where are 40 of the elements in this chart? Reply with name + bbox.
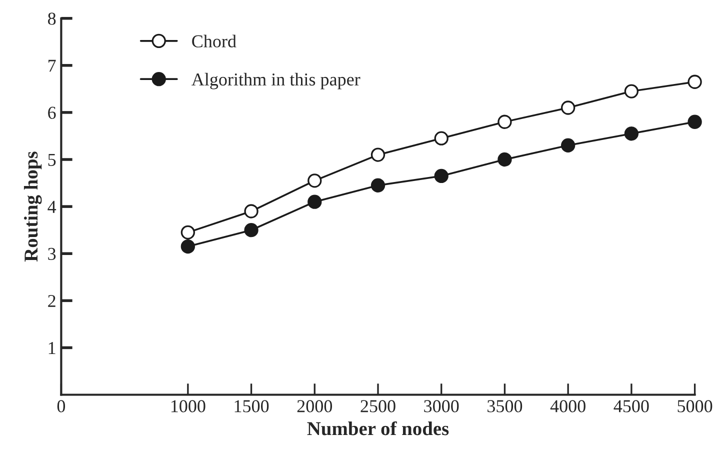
y-tick-label: 5 <box>48 154 56 166</box>
x-tick-label: 4000 <box>550 400 586 412</box>
x-tick-label: 3500 <box>488 400 522 412</box>
x-tick-label: 2000 <box>297 400 332 412</box>
point <box>434 131 448 146</box>
point <box>688 74 702 89</box>
x-tick-label: 2500 <box>360 400 396 412</box>
point <box>244 222 258 238</box>
y-axis-title: Routing hops <box>24 152 42 262</box>
point <box>560 138 576 152</box>
y-tick-label: 2 <box>48 294 56 307</box>
point <box>180 225 196 240</box>
point <box>370 178 386 192</box>
point <box>624 126 639 141</box>
point <box>688 114 702 129</box>
y-tick-label: 6 <box>48 106 56 119</box>
point <box>498 114 512 129</box>
point <box>498 152 512 167</box>
x-tick-label: 5000 <box>678 400 712 412</box>
x-tick-label: 1500 <box>234 400 269 412</box>
point <box>308 174 322 188</box>
x-tick-label: 3000 <box>424 400 459 412</box>
y-tick-label: 4 <box>48 200 56 213</box>
point <box>244 204 258 218</box>
point <box>308 194 322 209</box>
legend-label: Chord <box>192 34 236 48</box>
y-tick-label: 7 <box>48 60 56 72</box>
y-tick-label: 8 <box>48 12 56 25</box>
x-tick-label: 4500 <box>614 400 649 412</box>
x-tick-label: 0 <box>57 400 66 412</box>
y-tick-label: 1 <box>48 342 56 354</box>
point <box>180 239 196 254</box>
point <box>560 100 576 115</box>
x-axis-title: Number of nodes <box>307 421 449 436</box>
point <box>370 148 386 162</box>
y-tick-label: 3 <box>48 248 56 260</box>
legend-label: Algorithm in this paper <box>192 72 360 90</box>
point <box>624 84 639 98</box>
point <box>434 168 448 184</box>
x-tick-label: 1000 <box>171 400 206 412</box>
